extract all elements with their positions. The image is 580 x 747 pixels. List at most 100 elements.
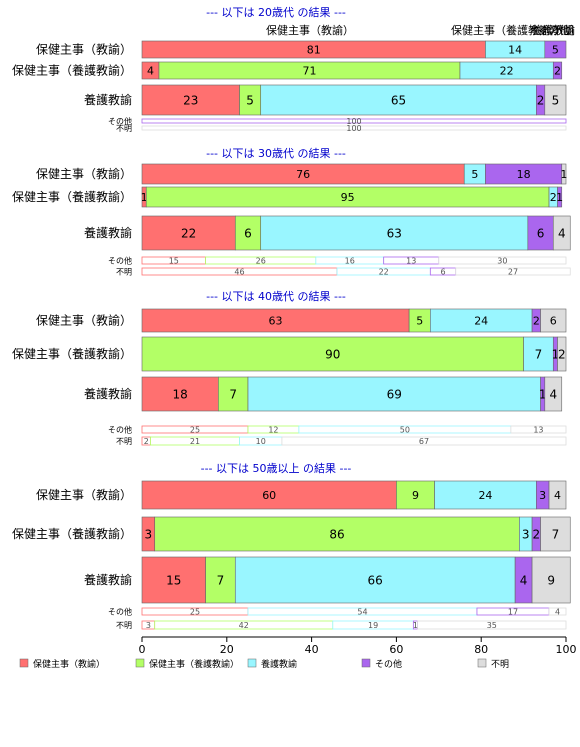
value-label-1-1-2: 2 (550, 191, 557, 204)
bar-0-3-3 (141, 118, 567, 124)
bar-1-2-4 (552, 215, 571, 251)
value-label-3-2-0: 15 (166, 574, 181, 588)
x-tick-label-0: 0 (139, 643, 146, 656)
header-label-2: 養護教諭 (531, 23, 575, 37)
value-label-3-3-2: 54 (357, 608, 367, 617)
panel-title-0: --- 以下は 20歳代 の結果 --- (206, 5, 346, 19)
bar-1-2-2 (260, 215, 529, 251)
row-label-3-2: 養護教諭 (84, 572, 132, 587)
value-label-2-3-2: 50 (400, 426, 410, 435)
value-label-0-1-0: 4 (147, 65, 154, 78)
legend-label-0: 保健主事（教諭） (33, 658, 105, 670)
value-label-3-0-4: 4 (554, 489, 561, 502)
value-label-1-3-0: 15 (169, 257, 179, 266)
value-label-0-1-3: 2 (554, 65, 561, 78)
value-label-2-1-2: 7 (535, 348, 543, 362)
bar-0-1-3 (552, 61, 563, 80)
value-label-2-4-0: 2 (144, 437, 149, 446)
legend-swatch-2 (247, 658, 257, 668)
bar-2-1-2 (523, 336, 554, 372)
value-label-1-2-1: 6 (244, 227, 252, 241)
value-label-3-2-2: 66 (368, 574, 383, 588)
value-label-3-0-0: 60 (262, 489, 276, 502)
value-label-2-0-3: 2 (533, 315, 540, 328)
legend-swatch-4 (477, 658, 487, 668)
value-label-3-2-1: 7 (217, 574, 225, 588)
bar-3-1-1 (154, 516, 520, 552)
value-label-1-1-1: 95 (341, 191, 355, 204)
row-label-0-2: 養護教諭 (84, 92, 132, 107)
value-label-3-2-4: 9 (547, 574, 555, 588)
value-label-1-3-1: 26 (256, 257, 266, 266)
row-label-2-1: 保健主事（養護教諭） (12, 346, 132, 361)
bar-2-2-1 (218, 376, 249, 412)
value-label-2-1-3: 1 (552, 348, 560, 362)
bar-1-3-4 (438, 256, 567, 265)
value-label-3-4-1: 42 (239, 621, 249, 630)
bar-2-2-4 (544, 376, 563, 412)
bar-1-2-0 (141, 215, 236, 251)
value-label-3-1-2: 3 (522, 528, 530, 542)
panel-title-1: --- 以下は 30歳代 の結果 --- (206, 146, 346, 160)
bar-1-4-4 (455, 267, 571, 276)
bar-3-3-4 (548, 607, 567, 616)
value-label-3-4-2: 19 (368, 621, 378, 630)
value-label-3-4-0: 3 (146, 621, 151, 630)
bar-2-1-4 (557, 336, 567, 372)
value-label-1-3-2: 16 (345, 257, 355, 266)
row-label-3-0: 保健主事（教諭） (36, 487, 132, 502)
value-label-2-2-0: 18 (173, 388, 188, 402)
value-label-2-2-3: 1 (539, 388, 547, 402)
value-label-3-2-3: 4 (520, 574, 528, 588)
legend-swatch-3 (361, 658, 371, 668)
x-tick-label-5: 100 (556, 643, 577, 656)
bar-2-0-4 (540, 308, 567, 333)
value-label-2-0-2: 24 (474, 315, 488, 328)
bar-1-2-1 (234, 215, 262, 251)
value-label-2-3-0: 25 (190, 426, 200, 435)
bar-1-1-3 (557, 186, 563, 208)
row-label-0-3: その他 (108, 116, 132, 126)
value-label-1-2-2: 63 (387, 227, 402, 241)
bar-0-2-0 (141, 84, 240, 116)
legend-label-2: 養護教諭 (261, 658, 297, 670)
bar-2-4-4 (281, 436, 567, 446)
row-label-1-2: 養護教諭 (84, 225, 132, 240)
value-label-2-2-4: 4 (549, 388, 557, 402)
value-label-3-0-3: 3 (539, 489, 546, 502)
header-label-4: 不明 (552, 24, 574, 37)
legend-swatch-0 (19, 658, 29, 668)
bar-3-1-4 (540, 516, 571, 552)
legend-swatch-1 (135, 658, 145, 668)
value-label-1-3-3: 13 (406, 257, 416, 266)
x-tick-label-1: 20 (220, 643, 234, 656)
value-label-1-4-3: 6 (440, 268, 445, 277)
value-label-1-1-0: 1 (141, 191, 148, 204)
value-label-2-4-4: 67 (419, 437, 429, 446)
value-label-0-4-4: 100 (346, 124, 361, 133)
value-label-2-3-1: 12 (268, 426, 278, 435)
bar-3-0-0 (141, 480, 397, 510)
row-label-1-4: 不明 (116, 268, 132, 277)
value-label-2-3-4: 13 (533, 426, 543, 435)
bar-2-3-4 (510, 425, 567, 434)
value-label-3-0-2: 24 (478, 489, 492, 502)
value-label-2-4-1: 21 (190, 437, 200, 446)
value-label-1-4-0: 46 (234, 268, 244, 277)
value-label-0-0-2: 14 (508, 44, 522, 57)
value-label-3-1-0: 3 (145, 528, 153, 542)
bar-1-2-3 (527, 215, 554, 251)
x-tick-label-2: 40 (305, 643, 319, 656)
row-label-2-0: 保健主事（教諭） (36, 313, 132, 328)
value-label-2-0-0: 63 (269, 315, 283, 328)
panel-title-3: --- 以下は 50歳以上 の結果 --- (201, 461, 352, 475)
value-label-0-2-1: 5 (246, 94, 254, 108)
legend-label-1: 保健主事（養護教諭） (149, 658, 239, 670)
value-label-0-0-0: 81 (307, 44, 321, 57)
value-label-3-3-0: 25 (190, 608, 200, 617)
value-label-0-2-4: 5 (552, 94, 560, 108)
x-tick-label-4: 80 (474, 643, 488, 656)
bar-2-1-1 (141, 336, 524, 372)
row-label-2-2: 養護教諭 (84, 386, 132, 401)
value-label-3-3-3: 17 (508, 608, 518, 617)
